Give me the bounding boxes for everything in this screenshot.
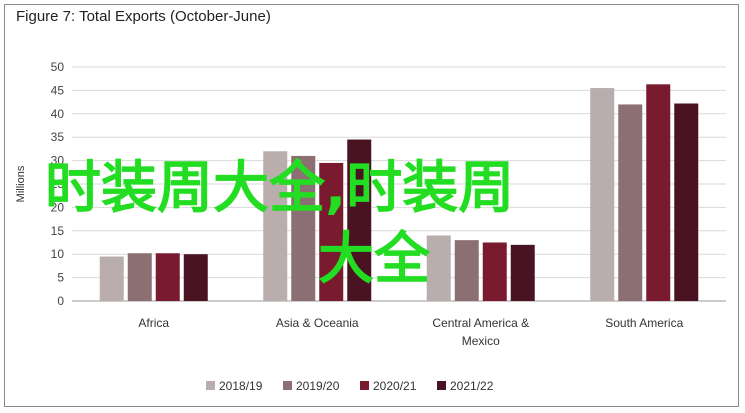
legend-label: 2019/20: [296, 379, 340, 393]
bar: [455, 240, 479, 301]
overlay-text-line2: 大全: [318, 227, 431, 292]
category-labels: Africa Asia & Oceania Central America & Mex…: [138, 316, 683, 348]
y-tick-label: 15: [51, 224, 65, 238]
legend-swatch: [360, 381, 369, 390]
x-tick-label: Asia & Oceania: [276, 316, 359, 330]
bar: [674, 104, 698, 301]
y-tick-label: 0: [57, 294, 64, 308]
y-tick-label: 45: [51, 83, 65, 97]
legend: 2018/19 2019/20 2020/21 2021/22: [206, 379, 494, 393]
bar: [128, 253, 152, 301]
bar: [184, 254, 208, 301]
bar: [511, 245, 535, 301]
x-tick-label: Mexico: [462, 334, 500, 348]
legend-label: 2018/19: [219, 379, 263, 393]
bar: [618, 104, 642, 301]
legend-swatch: [437, 381, 446, 390]
bar: [427, 235, 451, 301]
y-tick-label: 10: [51, 247, 65, 261]
overlay-text-line1: 时装周大全,时装周: [45, 156, 514, 221]
bar: [646, 84, 670, 301]
y-axis-label: Millions: [15, 165, 27, 202]
legend-swatch: [206, 381, 215, 390]
x-tick-label: Africa: [138, 316, 169, 330]
x-tick-label: South America: [605, 316, 683, 330]
y-tick-label: 40: [51, 107, 65, 121]
bar: [156, 253, 180, 301]
x-tick-label: Central America &: [432, 316, 529, 330]
y-tick-label: 35: [51, 130, 65, 144]
bar: [100, 257, 124, 301]
legend-label: 2021/22: [450, 379, 494, 393]
bar: [590, 88, 614, 301]
legend-label: 2020/21: [373, 379, 417, 393]
legend-swatch: [283, 381, 292, 390]
bar: [483, 243, 507, 302]
y-tick-label: 5: [57, 271, 64, 285]
y-tick-label: 50: [51, 60, 65, 74]
